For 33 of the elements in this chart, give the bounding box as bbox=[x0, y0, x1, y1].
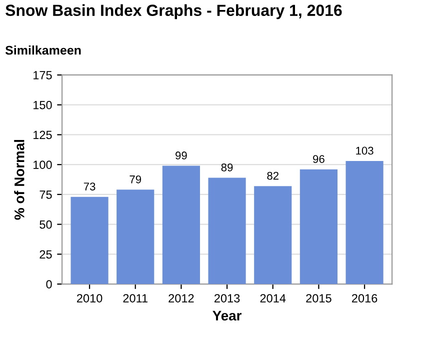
data-label: 99 bbox=[176, 152, 187, 160]
y-tick-label: 150 bbox=[34, 100, 52, 110]
x-tick-label: 2016 bbox=[352, 294, 378, 302]
chart-subtitle: Similkameen bbox=[5, 46, 81, 55]
bar bbox=[162, 166, 200, 284]
data-label: 82 bbox=[267, 172, 278, 180]
bar bbox=[116, 190, 154, 284]
data-label: 73 bbox=[84, 182, 96, 190]
x-tick-label: 2010 bbox=[77, 294, 102, 302]
bar bbox=[346, 161, 384, 284]
y-tick-label: 75 bbox=[40, 190, 52, 199]
data-label: 89 bbox=[221, 163, 233, 172]
bar bbox=[208, 178, 246, 284]
x-tick-label: 2012 bbox=[168, 294, 194, 302]
y-tick-label: 175 bbox=[34, 71, 52, 80]
data-label: 96 bbox=[313, 155, 324, 163]
y-tick-label: 125 bbox=[34, 130, 52, 140]
x-tick-label: 2013 bbox=[214, 294, 240, 302]
x-tick-label: 2014 bbox=[260, 294, 286, 302]
data-label: 103 bbox=[356, 146, 374, 155]
y-tick-label: 50 bbox=[40, 220, 52, 229]
x-tick-label: 2015 bbox=[306, 294, 332, 302]
x-axis-title: Year bbox=[212, 310, 242, 321]
bar bbox=[70, 196, 108, 284]
y-tick-label: 25 bbox=[40, 250, 52, 259]
bar bbox=[254, 186, 292, 284]
x-tick-label: 2011 bbox=[123, 294, 148, 302]
data-label: 79 bbox=[130, 175, 142, 184]
y-tick-label: 100 bbox=[34, 160, 52, 169]
bar bbox=[300, 169, 338, 284]
y-axis-title: % of Normal bbox=[14, 140, 24, 220]
y-tick-label: 0 bbox=[46, 280, 52, 288]
chart-title: Snow Basin Index Graphs - February 1, 2016 bbox=[6, 4, 342, 20]
